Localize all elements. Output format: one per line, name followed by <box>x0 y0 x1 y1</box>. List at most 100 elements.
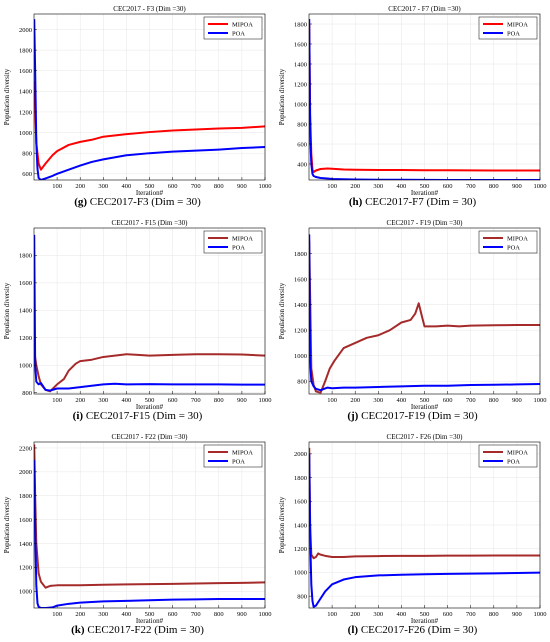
y-tick-label: 1800 <box>19 47 32 54</box>
x-tick-label: 200 <box>350 183 360 190</box>
x-tick-label: 100 <box>327 397 337 404</box>
x-tick-label: 900 <box>237 397 247 404</box>
x-tick-label: 600 <box>443 397 453 404</box>
x-tick-label: 400 <box>122 397 132 404</box>
x-tick-label: 1000 <box>259 397 272 404</box>
x-tick-label: 500 <box>420 183 430 190</box>
series-line-mipoa <box>34 444 265 589</box>
caption-text: CEC2017-F22 (Dim = 30) <box>84 624 204 636</box>
x-tick-label: 500 <box>145 611 155 618</box>
chart-title: CEC2017 - F3 (Dim =30) <box>113 5 186 13</box>
legend-label: POA <box>232 30 245 37</box>
series-line-poa <box>34 459 265 608</box>
x-tick-label: 900 <box>237 183 247 190</box>
y-tick-label: 1600 <box>19 280 32 287</box>
y-tick-label: 2200 <box>19 445 32 452</box>
x-tick-label: 700 <box>191 183 201 190</box>
y-tick-label: 1800 <box>294 251 307 258</box>
y-tick-label: 400 <box>297 161 307 168</box>
y-tick-label: 1200 <box>19 335 32 342</box>
x-tick-label: 300 <box>98 611 108 618</box>
chart-panel: 100 200 300 400 500 600 700 800 900 1000 800 1000 12… <box>275 214 550 428</box>
y-tick-label: 1000 <box>19 589 32 596</box>
x-tick-label: 1000 <box>534 611 547 618</box>
y-tick-label: 1000 <box>19 362 32 369</box>
y-tick-label: 1400 <box>294 522 307 529</box>
y-tick-label: 1600 <box>294 276 307 283</box>
y-tick-label: 1200 <box>294 81 307 88</box>
x-tick-label: 600 <box>168 183 178 190</box>
x-tick-label: 300 <box>373 397 383 404</box>
x-tick-label: 800 <box>214 183 224 190</box>
chart-panel: 100 200 300 400 500 600 700 800 900 1000 800 1000 12… <box>275 428 550 642</box>
x-axis-label: Iteration# <box>411 403 439 411</box>
series-line-poa <box>34 19 265 180</box>
x-tick-label: 700 <box>466 397 476 404</box>
x-tick-label: 800 <box>489 611 499 618</box>
x-axis-label: Iteration# <box>411 189 439 197</box>
x-tick-label: 1000 <box>259 183 272 190</box>
y-tick-label: 1000 <box>19 130 32 137</box>
series-line-poa <box>309 18 540 180</box>
y-tick-label: 2000 <box>19 27 32 34</box>
y-axis-label: Population diversity <box>278 496 286 553</box>
y-tick-label: 2000 <box>19 469 32 476</box>
chart-panel: 100 200 300 400 500 600 700 800 900 1000 1000 1200 1… <box>0 428 275 642</box>
legend-label: POA <box>507 244 520 251</box>
figure-caption: (k) CEC2017-F22 (Dim = 30) <box>0 624 275 640</box>
x-tick-label: 700 <box>191 611 201 618</box>
y-tick-label: 1600 <box>19 68 32 75</box>
legend-label: POA <box>507 30 520 37</box>
y-axis-label: Population diversity <box>3 68 11 125</box>
legend-label: MIPOA <box>232 21 253 28</box>
chart-title: CEC2017 - F22 (Dim =30) <box>112 433 189 441</box>
x-tick-label: 400 <box>397 397 407 404</box>
series-line-mipoa <box>309 447 540 560</box>
y-tick-label: 800 <box>297 379 307 386</box>
x-tick-label: 500 <box>145 183 155 190</box>
x-tick-label: 800 <box>214 397 224 404</box>
y-tick-label: 1400 <box>19 308 32 315</box>
figure-caption: (l) CEC2017-F26 (Dim = 30) <box>275 624 550 640</box>
y-tick-label: 1200 <box>19 109 32 116</box>
x-tick-label: 700 <box>191 397 201 404</box>
caption-label: (k) <box>71 624 85 636</box>
caption-text: CEC2017-F15 (Dim = 30) <box>83 410 203 422</box>
x-axis-label: Iteration# <box>136 403 164 411</box>
caption-label: (h) <box>348 196 363 208</box>
y-tick-label: 1000 <box>294 353 307 360</box>
x-tick-label: 500 <box>420 397 430 404</box>
y-tick-label: 1800 <box>19 253 32 260</box>
y-tick-label: 1000 <box>294 570 307 577</box>
y-tick-label: 800 <box>22 390 32 397</box>
y-tick-label: 1400 <box>19 89 32 96</box>
chart-svg: 100 200 300 400 500 600 700 800 900 1000 400 600 800… <box>278 5 547 197</box>
y-tick-label: 1200 <box>294 327 307 334</box>
series-line-poa <box>309 453 540 608</box>
series-line-mipoa <box>34 80 265 171</box>
figure-caption: (g) CEC2017-F3 (Dim = 30) <box>0 196 275 212</box>
y-tick-label: 1000 <box>294 101 307 108</box>
y-tick-label: 1400 <box>294 61 307 68</box>
figure-caption: (j) CEC2017-F19 (Dim = 30) <box>275 410 550 426</box>
x-tick-label: 600 <box>443 611 453 618</box>
caption-text: CEC2017-F7 (Dim = 30) <box>362 196 477 208</box>
x-tick-label: 1000 <box>259 611 272 618</box>
x-tick-label: 1000 <box>534 397 547 404</box>
chart-title: CEC2017 - F15 (Dim =30) <box>112 219 189 227</box>
chart-panel: 100 200 300 400 500 600 700 800 900 1000 600 800 100… <box>0 0 275 214</box>
x-tick-label: 100 <box>327 611 337 618</box>
legend-label: POA <box>232 244 245 251</box>
y-tick-label: 1400 <box>19 541 32 548</box>
x-tick-label: 500 <box>420 611 430 618</box>
legend-label: POA <box>232 458 245 465</box>
chart-svg: 100 200 300 400 500 600 700 800 900 1000 600 800 100… <box>3 5 272 197</box>
caption-label: (g) <box>74 196 88 208</box>
x-tick-label: 100 <box>52 611 62 618</box>
x-tick-label: 600 <box>168 397 178 404</box>
y-tick-label: 800 <box>297 121 307 128</box>
y-tick-label: 600 <box>22 171 32 178</box>
x-tick-label: 400 <box>397 611 407 618</box>
x-tick-label: 900 <box>512 397 522 404</box>
